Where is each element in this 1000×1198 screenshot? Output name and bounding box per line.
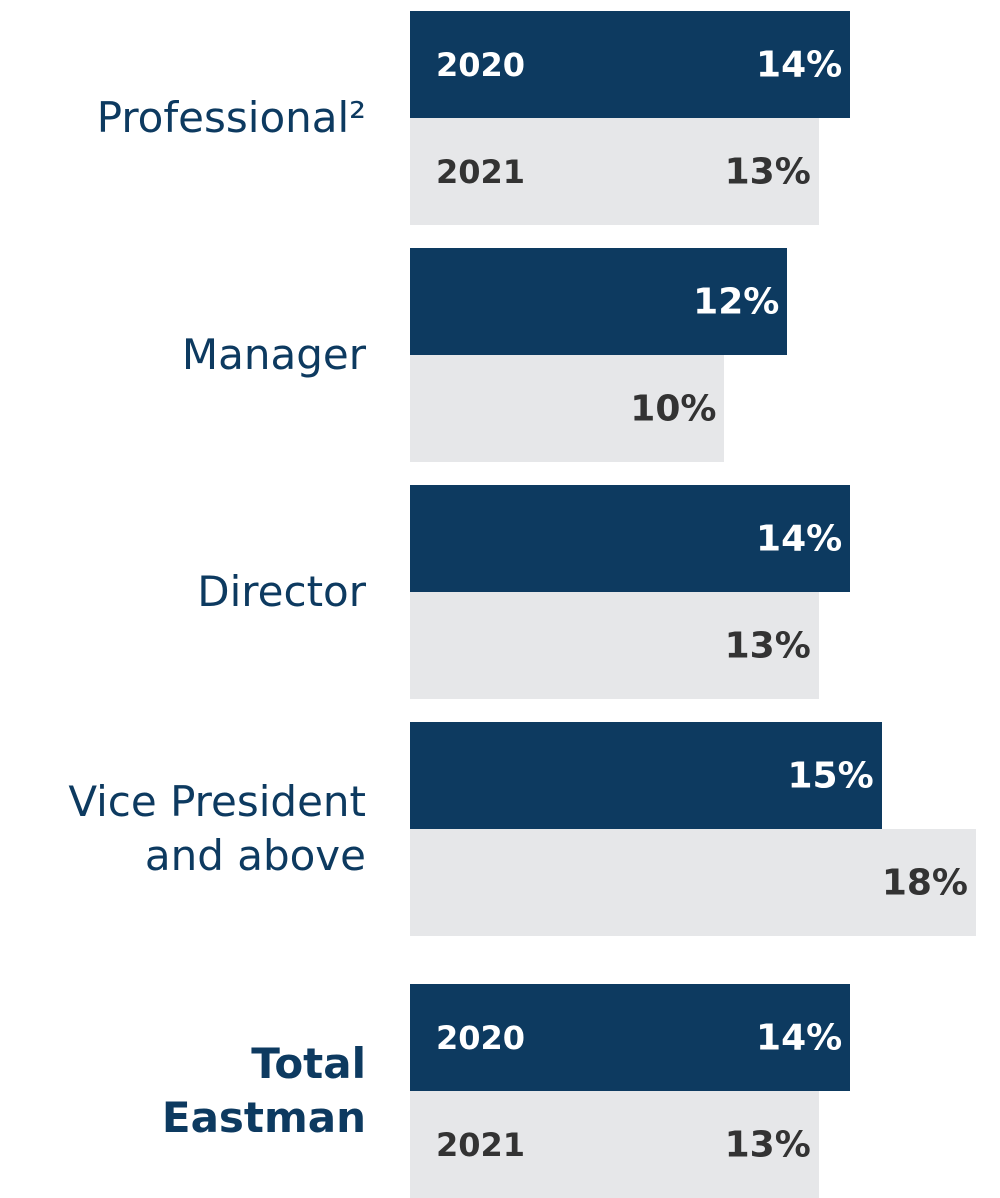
bar-group: Manager 12% 10% [0,248,1000,462]
value-label: 12% [693,281,780,322]
bars: 14% 13% [410,485,851,699]
bars: 12% 10% [410,248,788,462]
bar-group: Vice President and above 15% 18% [0,722,1000,936]
bar: 12% [410,248,788,355]
bar: 2021 13% [410,1091,819,1198]
value-label: 10% [630,388,717,429]
series-label: 2020 [436,1018,526,1057]
series-label: 2021 [436,152,526,191]
value-label: 13% [724,151,811,192]
value-label: 13% [724,1124,811,1165]
value-label: 18% [881,862,968,903]
bar: 13% [410,592,819,699]
bar: 2020 14% [410,984,851,1091]
bars: 2020 14% 2021 13% [410,984,851,1198]
value-label: 14% [756,1017,843,1058]
value-label: 14% [756,518,843,559]
category-label: Total Eastman [161,1039,366,1142]
series-label: 2020 [436,45,526,84]
bar-group: Director 14% 13% [0,485,1000,699]
bar: 14% [410,485,851,592]
bar: 2020 14% [410,11,851,118]
bar: 18% [410,829,976,936]
value-label: 14% [756,44,843,85]
category-label: Professional² [96,93,366,142]
bar: 15% [410,722,882,829]
series-label: 2021 [436,1125,526,1164]
bar: 10% [410,355,725,462]
bar-group: Total Eastman 2020 14% 2021 13% [0,984,1000,1198]
bar-group: Professional² 2020 14% 2021 13% [0,11,1000,225]
category-label: Manager [181,330,366,379]
bars: 2020 14% 2021 13% [410,11,851,225]
value-label: 13% [724,625,811,666]
category-label: Vice President and above [68,777,366,880]
value-label: 15% [787,755,874,796]
bars: 15% 18% [410,722,976,936]
bar: 2021 13% [410,118,819,225]
category-label: Director [197,567,366,616]
